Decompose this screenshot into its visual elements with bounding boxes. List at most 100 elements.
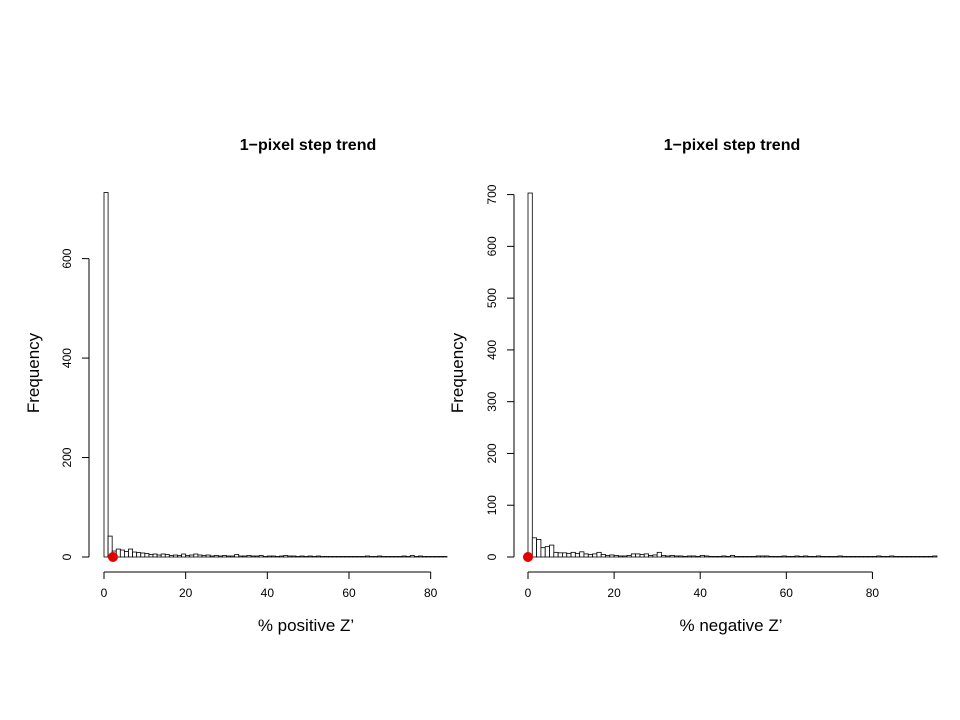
left-red-marker-point: [107, 552, 118, 562]
left-histogram-bar-17: [173, 554, 178, 558]
left-histogram-bar-25: [205, 554, 211, 558]
right-y-tick-label-100: 100: [485, 495, 499, 515]
left-histogram-bar-34: [242, 555, 248, 558]
right-y-tick-label-400: 400: [485, 340, 499, 360]
right-bars: [527, 192, 938, 558]
right-histogram-bar-72: [837, 555, 843, 558]
right-chart-title: 1−pixel step trend: [664, 137, 801, 154]
right-histogram-bar-79: [867, 556, 873, 558]
left-histogram-bar-26: [209, 555, 215, 558]
right-histogram-bar-53: [755, 555, 761, 558]
right-histogram-bar-94: [932, 555, 938, 558]
right-histogram-bar-76: [854, 556, 860, 558]
right-histogram-bar-48: [734, 556, 740, 558]
left-histogram-bar-9: [140, 552, 146, 558]
right-histogram-bar-10: [570, 551, 576, 558]
right-histogram-bar-12: [579, 551, 585, 558]
left-histogram-bar-7: [132, 551, 138, 558]
left-histogram-bar-33: [238, 555, 244, 558]
left-histogram-bar-52: [315, 555, 321, 558]
left-histogram-bar-37: [254, 555, 260, 558]
left-y-tick-label-600: 600: [60, 248, 74, 268]
left-y-tick-label-0: 0: [60, 553, 74, 560]
left-histogram-bar-19: [181, 553, 187, 558]
left-y-axis-title: Frequency: [24, 332, 43, 413]
right-axes: 0 20 40 60 80 0 100 200 300 400 500 600 700: [485, 184, 879, 600]
right-histogram-bar-31: [661, 555, 667, 558]
right-histogram-bar-33: [669, 555, 675, 558]
right-histogram-bar-22: [622, 555, 628, 558]
right-histogram-bar-84: [889, 555, 895, 558]
right-histogram-bar-32: [665, 555, 671, 558]
left-x-axis-title: % positive Z’: [258, 616, 354, 635]
right-histogram-bar-92: [923, 556, 929, 558]
right-histogram-bar-5: [549, 544, 555, 558]
right-histogram-bar-62: [794, 555, 800, 558]
right-histogram-bar-50: [742, 556, 748, 558]
right-histogram-bar-56: [768, 556, 774, 558]
right-histogram-bar-15: [592, 553, 598, 558]
right-y-tick-label-600: 600: [485, 236, 499, 256]
left-histogram-bar-41: [271, 555, 276, 558]
right-histogram-bar-81: [876, 555, 882, 558]
right-y-tick-label-200: 200: [485, 443, 499, 463]
right-histogram-bar-30: [656, 551, 662, 558]
right-histogram-bar-46: [725, 556, 731, 558]
right-x-tick-label-40: 40: [694, 586, 708, 600]
left-x-tick-label-80: 80: [424, 586, 438, 600]
right-histogram-bar-85: [893, 556, 899, 558]
left-histogram-bar-44: [283, 555, 289, 558]
left-x-tick-label-0: 0: [101, 586, 108, 600]
right-histogram-bar-57: [773, 556, 779, 558]
right-histogram-bar-29: [652, 554, 658, 558]
right-histogram-bar-42: [708, 556, 714, 558]
right-histogram-bar-27: [643, 553, 649, 558]
right-histogram-bar-63: [798, 556, 804, 558]
right-histogram-bar-19: [609, 554, 615, 558]
right-histogram-bar-58: [777, 556, 783, 558]
right-x-tick-label-0: 0: [525, 586, 532, 600]
right-histogram-bar-36: [682, 556, 688, 558]
left-histogram-bar-8: [136, 552, 142, 558]
left-histogram-bar-15: [164, 554, 170, 558]
left-histogram-bar-67: [377, 555, 383, 558]
right-histogram-bar-70: [828, 556, 835, 558]
right-histogram-bar-49: [738, 556, 744, 558]
right-histogram-bar-86: [897, 556, 903, 558]
right-histogram-bar-0: [527, 192, 533, 558]
right-histogram-bar-67: [816, 555, 822, 558]
right-x-tick-label-20: 20: [607, 586, 621, 600]
right-histogram-bar-40: [699, 555, 705, 558]
right-y-tick-label-500: 500: [485, 288, 499, 308]
right-histogram-bar-74: [846, 556, 852, 558]
right-histogram-bar-77: [859, 556, 865, 558]
right-x-tick-label-80: 80: [866, 586, 880, 600]
left-markers: [107, 552, 118, 562]
left-histogram-bar-24: [201, 555, 207, 558]
right-histogram-bar-21: [618, 555, 624, 558]
right-x-axis-title: % negative Z’: [680, 616, 783, 635]
right-histogram-bar-43: [712, 556, 718, 558]
right-histogram-bar-55: [764, 555, 770, 558]
right-histogram-bar-90: [915, 556, 921, 558]
left-chart-title: 1−pixel step trend: [240, 137, 377, 154]
left-histogram-bar-46: [291, 555, 297, 558]
right-histogram-bar-3: [540, 547, 546, 558]
right-histogram-bar-16: [596, 551, 602, 558]
left-histogram-bar-35: [246, 555, 252, 558]
left-histogram-bar-20: [185, 555, 191, 558]
right-histogram-bar-47: [729, 555, 736, 558]
left-histogram-bar-38: [258, 555, 264, 558]
right-histogram-bar-89: [910, 556, 916, 558]
right-histogram-bar-11: [574, 552, 581, 558]
right-histogram-bar-18: [605, 555, 611, 558]
left-histogram-bar-21: [189, 554, 195, 558]
right-histogram-bar-88: [906, 556, 912, 558]
right-histogram-bar-28: [648, 555, 654, 558]
right-histogram-bar-34: [673, 555, 680, 558]
right-y-tick-label-0: 0: [485, 553, 499, 560]
left-histogram-bar-10: [144, 553, 150, 558]
right-histogram-bar-44: [717, 556, 723, 558]
left-x-tick-label-60: 60: [342, 586, 356, 600]
